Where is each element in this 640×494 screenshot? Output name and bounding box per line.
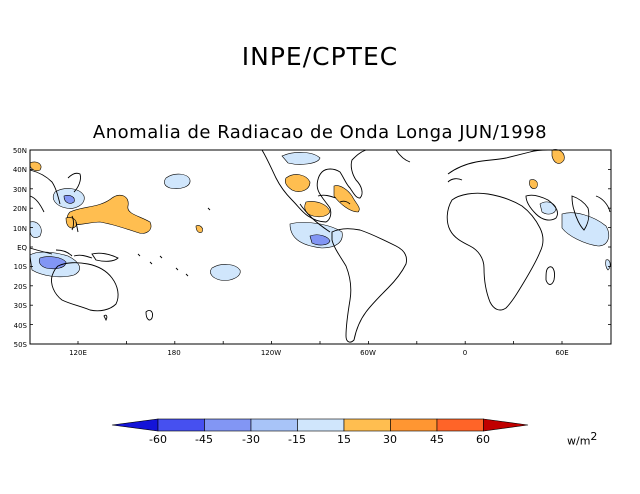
anomaly-positive-mediterranean (529, 179, 538, 189)
coastline-australia (51, 262, 119, 312)
coastline-indonesia (29, 247, 93, 259)
coastline-europe (447, 149, 549, 175)
anomaly-negative-south-pacific (210, 264, 241, 281)
coastline-new-guinea (91, 252, 119, 262)
colorbar-tick-label: 60 (476, 433, 490, 446)
lat-label: 40N (13, 166, 27, 174)
coastline-southeast-asia (29, 195, 611, 213)
anomaly-negative-indian-ocean (561, 212, 610, 247)
lon-label: 60W (360, 349, 376, 357)
colorbar-tick-label: -45 (195, 433, 213, 446)
lon-label: 180 (167, 349, 180, 357)
coastline-philippines (71, 215, 79, 233)
colorbar-segment (436, 418, 484, 432)
colorbar-segment (390, 418, 438, 432)
coastline-madagascar (545, 266, 555, 285)
coastline-pacific-islands (137, 207, 211, 277)
lat-label: 50N (13, 147, 27, 155)
colorbar-segment (250, 418, 298, 432)
colorbar-units: w/m2 (567, 430, 597, 448)
anomaly-positive-atlantic (333, 185, 360, 213)
anomaly-negative-central-pacific (164, 173, 191, 189)
colorbar-tick-label: 30 (383, 433, 397, 446)
coastline-east-asia (29, 169, 61, 205)
lat-label: 20S (14, 283, 28, 291)
coastline-central-america (299, 203, 331, 233)
colorbar-segment (204, 418, 252, 432)
coastline-japan (67, 172, 81, 193)
lat-label: 40S (14, 322, 28, 330)
coastline-hispaniola (339, 200, 351, 205)
anomaly-negative-north-america (281, 152, 321, 165)
units-exponent: 2 (590, 430, 598, 443)
lon-label: 120E (69, 349, 87, 357)
anomaly-positive-gulf-of-mexico (284, 174, 311, 192)
coastline-cuba (317, 194, 337, 199)
coastline-iberia (447, 178, 463, 183)
anomaly-positive-central-pacific (195, 225, 203, 233)
anomaly-shading (29, 149, 611, 281)
lat-label: 10N (13, 225, 27, 233)
coastline-india (571, 195, 590, 231)
colorbar-min-arrow (111, 418, 159, 432)
lat-label: 20N (13, 205, 27, 213)
colorbar-segment (343, 418, 391, 432)
coastline-greenland (395, 149, 411, 163)
colorbar-tick-label: 45 (430, 433, 444, 446)
colorbar: -60 -45 -30 -15 15 30 45 60 (111, 418, 529, 446)
lat-label: 30S (14, 302, 28, 310)
anomaly-negative-far-east (605, 259, 611, 271)
lon-label: 60E (555, 349, 568, 357)
map-title: Anomalia de Radiacao de Onda Longa JUN/1… (92, 122, 548, 143)
header-title: INPE/CPTEC (241, 42, 399, 71)
colorbar-max-arrow (483, 418, 529, 432)
anomaly-positive-northwest-pacific (29, 161, 42, 172)
anomaly-negative-arabian (539, 201, 557, 215)
coastline-north-america (261, 149, 367, 223)
colorbar-segment (297, 418, 345, 432)
anomaly-strong-negative-japan (63, 195, 75, 204)
coastline-africa (446, 192, 544, 311)
anomaly-positive-india (551, 149, 565, 164)
colorbar-segment (157, 418, 205, 432)
colorbar-tick-label: -15 (288, 433, 306, 446)
lon-label: 120W (261, 349, 281, 357)
longitude-axis: 120E 180 120W 60W 0 60E (69, 341, 569, 357)
coastline-new-zealand (145, 309, 153, 321)
coastline-tasmania (103, 314, 108, 322)
coastline-south-america (331, 228, 407, 343)
lat-label: 30N (13, 186, 27, 194)
colorbar-tick-label: -30 (242, 433, 260, 446)
coastlines (29, 149, 611, 343)
anomaly-positive-caribbean (304, 201, 331, 218)
colorbar-tick-label: -60 (149, 433, 167, 446)
anomaly-negative-east-china (29, 221, 42, 238)
anomaly-strong-negative-east-pacific (309, 234, 331, 246)
units-base: w/m (567, 434, 591, 448)
lat-label: 50S (14, 341, 28, 349)
lon-label: 0 (463, 349, 467, 357)
coastline-arabia (525, 194, 559, 221)
lat-label: EQ (17, 244, 27, 252)
latitude-axis: 50N 40N 30N 20N 10N EQ 10S 20S 30S 40S 5… (13, 147, 611, 349)
colorbar-tick-label: 15 (337, 433, 351, 446)
lat-label: 10S (14, 263, 28, 271)
